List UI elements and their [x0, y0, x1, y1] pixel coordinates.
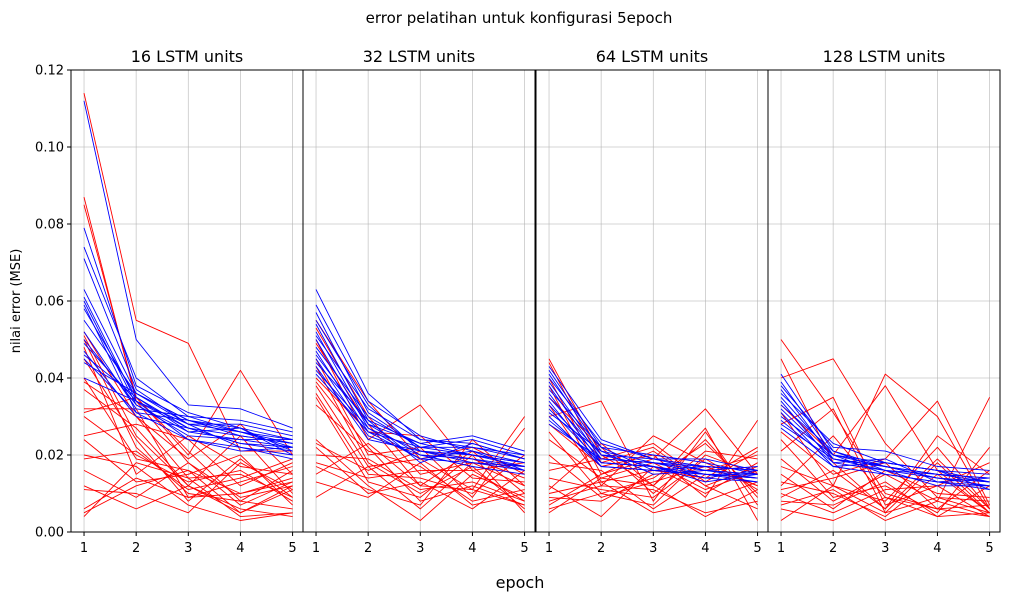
x-tick-label: 5 — [288, 541, 296, 556]
series-line-red — [548, 477, 758, 518]
x-tick-label: 2 — [132, 541, 140, 556]
y-tick-label: 0.04 — [35, 372, 64, 387]
series-line-red — [548, 481, 758, 514]
series-line-red — [83, 469, 293, 514]
x-tick-label: 1 — [777, 541, 785, 556]
series-line-red — [83, 416, 293, 502]
series-line-red — [315, 462, 525, 479]
series-line-red — [83, 339, 293, 510]
panel-title: 32 LSTM units — [363, 47, 476, 66]
series-line-red — [548, 431, 758, 494]
y-tick-label: 0.10 — [35, 141, 64, 156]
series-line-red — [780, 373, 990, 510]
series-line-red — [315, 442, 525, 506]
x-tick-label: 4 — [701, 541, 709, 556]
series-line-red — [83, 466, 293, 510]
series-line-blue — [548, 419, 758, 479]
series-line-blue — [780, 427, 990, 491]
series-line-blue — [83, 227, 293, 441]
series-line-blue — [548, 412, 758, 479]
series-line-blue — [315, 366, 525, 467]
series-line-red — [315, 446, 525, 510]
x-tick-label: 3 — [184, 541, 192, 556]
x-tick-label: 1 — [80, 541, 88, 556]
series-line-red — [315, 381, 525, 506]
series-line-red — [780, 473, 990, 518]
x-tick-label: 5 — [753, 541, 761, 556]
series-line-blue — [780, 423, 990, 483]
x-tick-label: 3 — [649, 541, 657, 556]
series-line-blue — [548, 416, 758, 483]
series-line-red — [315, 404, 525, 502]
series-line-blue — [315, 369, 525, 471]
series-line-red — [780, 489, 990, 521]
y-tick-label: 0.02 — [35, 449, 64, 464]
x-axis-label: epoch — [496, 573, 545, 592]
series-line-red — [83, 454, 293, 521]
y-tick-label: 0.06 — [35, 295, 64, 310]
series-line-red — [780, 481, 990, 518]
x-tick-label: 4 — [933, 541, 941, 556]
series-line-red — [315, 393, 525, 494]
x-tick-label: 5 — [520, 541, 528, 556]
x-tick-label: 4 — [468, 541, 476, 556]
panel-1: 16 LSTM units 1 2 3 4 5 0.00 0.02 0.04 0.06 0.08 0.… — [35, 47, 304, 556]
axes-frame — [767, 69, 1001, 533]
x-tick-label: 1 — [545, 541, 553, 556]
series-line-blue — [315, 358, 525, 475]
x-tick-label: 2 — [597, 541, 605, 556]
panel-3: 64 LSTM units 1 2 3 4 5 — [535, 47, 769, 556]
series-line-red — [548, 485, 758, 514]
x-tick-label: 4 — [236, 541, 244, 556]
x-tick-label: 2 — [829, 541, 837, 556]
panel-title: 64 LSTM units — [596, 47, 709, 66]
series-line-blue — [315, 362, 525, 464]
series-line-red — [780, 358, 990, 502]
x-tick-label: 2 — [364, 541, 372, 556]
y-axis-label: nilai error (MSE) — [9, 249, 24, 354]
series-line-red — [315, 439, 525, 521]
series-line-blue — [315, 304, 525, 464]
x-tick-label: 1 — [312, 541, 320, 556]
series-line-red — [780, 470, 990, 521]
series-line-blue — [83, 362, 293, 444]
series-line-red — [83, 381, 293, 475]
y-tick-label: 0.00 — [35, 526, 64, 541]
series-line-red — [83, 396, 293, 502]
series-line-blue — [83, 100, 293, 429]
series-line-red — [548, 454, 758, 510]
series-line-red — [315, 454, 525, 502]
x-tick-label: 5 — [985, 541, 993, 556]
series-line-red — [315, 327, 525, 487]
series-line-red — [780, 396, 990, 506]
axes-frame — [302, 69, 536, 533]
series-line-red — [548, 450, 758, 510]
series-line-red — [548, 400, 758, 506]
panel-4: 128 LSTM units 1 2 3 4 5 — [767, 47, 1001, 556]
series-line-blue — [315, 373, 525, 464]
series-line-blue — [780, 419, 990, 487]
x-tick-label: 3 — [881, 541, 889, 556]
series-line-blue — [548, 423, 758, 475]
panel-title: 128 LSTM units — [823, 47, 946, 66]
series-line-red — [780, 439, 990, 514]
x-tick-label: 3 — [416, 541, 424, 556]
series-line-blue — [83, 377, 293, 452]
series-line-red — [83, 485, 293, 518]
series-line-blue — [548, 396, 758, 475]
series-line-red — [780, 485, 990, 521]
panel-title: 16 LSTM units — [131, 47, 244, 66]
panel-2: 32 LSTM units 1 2 3 4 5 — [302, 47, 536, 556]
panels: 16 LSTM units 1 2 3 4 5 0.00 0.02 0.04 0.06 0.08 0.… — [35, 47, 1001, 556]
figure-title: error pelatihan untuk konfigurasi 5epoch — [366, 9, 673, 27]
y-tick-label: 0.08 — [35, 218, 64, 233]
series-line-red — [83, 462, 293, 517]
y-tick-label: 0.12 — [35, 64, 64, 79]
series-line-red — [83, 462, 293, 514]
series-line-blue — [315, 335, 525, 460]
series-line-red — [780, 339, 990, 518]
